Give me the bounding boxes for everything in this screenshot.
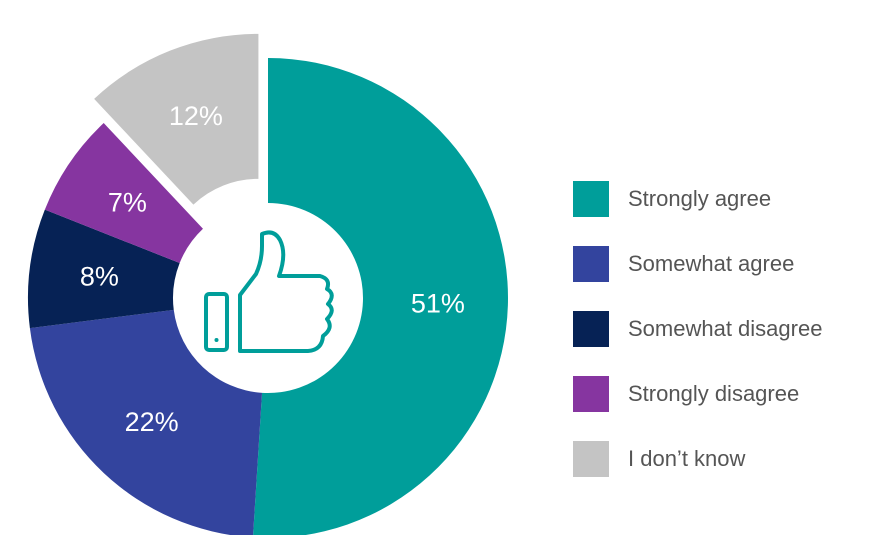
donut-slices xyxy=(27,33,508,535)
legend-swatch xyxy=(573,311,609,347)
legend-label: Strongly disagree xyxy=(628,381,800,406)
slice-i-don-t-know xyxy=(94,33,259,205)
legend-swatch xyxy=(573,376,609,412)
slice-somewhat-agree xyxy=(29,309,263,535)
slice-strongly-disagree xyxy=(44,123,203,264)
thumbs-up-icon xyxy=(204,230,334,353)
legend-label: Somewhat agree xyxy=(628,251,795,276)
slice-strongly-agree xyxy=(253,58,508,535)
legend-label: Strongly agree xyxy=(628,186,772,211)
legend-label: Somewhat disagree xyxy=(628,316,823,341)
legend: Strongly agree Somewhat agree Somewhat d… xyxy=(573,181,873,506)
legend-swatch xyxy=(573,246,609,282)
legend-item-somewhat-disagree: Somewhat disagree xyxy=(573,311,873,347)
slice-label-strongly-disagree: 7% xyxy=(108,187,147,217)
legend-label: I don’t know xyxy=(628,446,746,471)
slice-somewhat-disagree xyxy=(27,209,180,329)
slice-label-somewhat-agree: 22% xyxy=(125,407,179,437)
slice-label-strongly-agree: 51% xyxy=(411,288,465,318)
legend-swatch xyxy=(573,441,609,477)
legend-item-strongly-disagree: Strongly disagree xyxy=(573,376,873,412)
donut-chart: 51% 22% 8% 7% 12% xyxy=(27,33,508,535)
slice-labels: 51% 22% 8% 7% 12% xyxy=(80,101,465,437)
slice-label-i-don-t-know: 12% xyxy=(169,101,223,131)
legend-item-i-dont-know: I don’t know xyxy=(573,441,873,477)
legend-item-strongly-agree: Strongly agree xyxy=(573,181,873,217)
legend-item-somewhat-agree: Somewhat agree xyxy=(573,246,873,282)
legend-swatch xyxy=(573,181,609,217)
slice-label-somewhat-disagree: 8% xyxy=(80,262,119,292)
